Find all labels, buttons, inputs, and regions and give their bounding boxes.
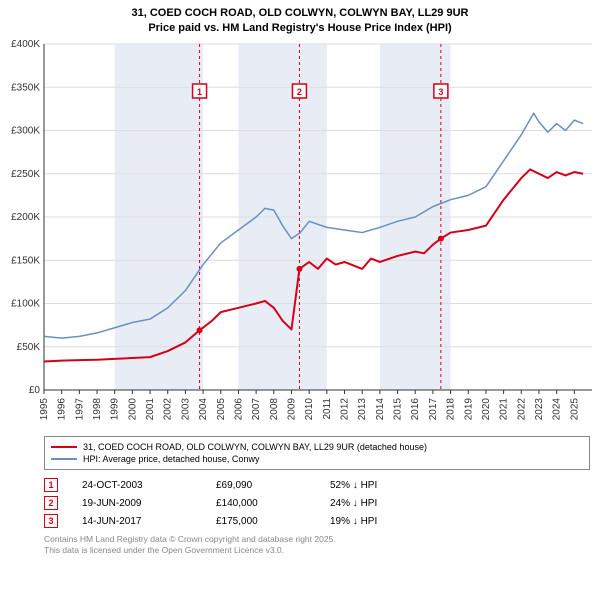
attribution: Contains HM Land Registry data © Crown c… [44, 534, 590, 556]
legend-item: 31, COED COCH ROAD, OLD COLWYN, COLWYN B… [51, 441, 583, 453]
legend-item: HPI: Average price, detached house, Conw… [51, 453, 583, 465]
svg-text:2019: 2019 [463, 398, 474, 421]
sales-table: 1 24-OCT-2003 £69,090 52% ↓ HPI 2 19-JUN-2009… [44, 476, 590, 530]
svg-text:2009: 2009 [286, 398, 297, 421]
svg-text:1999: 1999 [110, 398, 121, 421]
svg-text:2023: 2023 [534, 398, 545, 421]
svg-text:2005: 2005 [216, 398, 227, 421]
svg-text:1996: 1996 [57, 398, 68, 421]
svg-text:2006: 2006 [233, 398, 244, 421]
sale-price: £69,090 [216, 480, 306, 491]
svg-text:2004: 2004 [198, 398, 209, 421]
svg-text:2024: 2024 [552, 398, 563, 421]
chart-container: { "header": { "title": "31, COED COCH RO… [0, 0, 600, 590]
svg-text:1995: 1995 [39, 398, 50, 421]
svg-text:2015: 2015 [393, 398, 404, 421]
legend: 31, COED COCH ROAD, OLD COLWYN, COLWYN B… [44, 436, 590, 470]
svg-text:1: 1 [197, 87, 202, 97]
svg-text:2021: 2021 [499, 398, 510, 421]
sale-row: 2 19-JUN-2009 £140,000 24% ↓ HPI [44, 494, 590, 512]
sale-row: 3 14-JUN-2017 £175,000 19% ↓ HPI [44, 512, 590, 530]
svg-text:2025: 2025 [569, 398, 580, 421]
svg-text:3: 3 [438, 87, 443, 97]
attribution-line: Contains HM Land Registry data © Crown c… [44, 534, 590, 545]
svg-text:1997: 1997 [74, 398, 85, 421]
svg-text:2001: 2001 [145, 398, 156, 421]
attribution-line: This data is licensed under the Open Gov… [44, 545, 590, 556]
svg-text:£100K: £100K [11, 299, 40, 310]
svg-text:2007: 2007 [251, 398, 262, 421]
svg-text:£250K: £250K [11, 169, 40, 180]
svg-text:£350K: £350K [11, 83, 40, 94]
svg-text:2020: 2020 [481, 398, 492, 421]
legend-swatch [51, 446, 77, 448]
svg-text:2014: 2014 [375, 398, 386, 421]
svg-text:2013: 2013 [357, 398, 368, 421]
svg-text:2016: 2016 [410, 398, 421, 421]
svg-text:2002: 2002 [163, 398, 174, 421]
svg-text:2011: 2011 [322, 398, 333, 420]
sale-price: £140,000 [216, 498, 306, 509]
svg-text:2018: 2018 [446, 398, 457, 421]
svg-text:£400K: £400K [11, 40, 40, 50]
svg-text:2012: 2012 [340, 398, 351, 421]
sale-delta: 52% ↓ HPI [330, 480, 420, 491]
svg-text:2: 2 [297, 87, 302, 97]
svg-text:2003: 2003 [180, 398, 191, 421]
chart-subtitle: Price paid vs. HM Land Registry's House … [0, 22, 600, 40]
line-chart-svg: £0 £50K £100K £150K £200K £250K £300K £350K £400… [0, 40, 600, 430]
sale-delta: 24% ↓ HPI [330, 498, 420, 509]
svg-text:2000: 2000 [127, 398, 138, 421]
sale-marker-icon: 3 [44, 514, 58, 528]
svg-text:2022: 2022 [516, 398, 527, 421]
chart-title: 31, COED COCH ROAD, OLD COLWYN, COLWYN B… [0, 0, 600, 22]
sale-date: 19-JUN-2009 [82, 498, 192, 509]
svg-text:2008: 2008 [269, 398, 280, 421]
sale-row: 1 24-OCT-2003 £69,090 52% ↓ HPI [44, 476, 590, 494]
chart-plot-area: £0 £50K £100K £150K £200K £250K £300K £350K £400… [0, 40, 600, 430]
svg-text:2017: 2017 [428, 398, 439, 421]
sale-marker-icon: 2 [44, 496, 58, 510]
sale-delta: 19% ↓ HPI [330, 516, 420, 527]
legend-label: HPI: Average price, detached house, Conw… [83, 454, 259, 464]
sale-date: 24-OCT-2003 [82, 480, 192, 491]
svg-text:2010: 2010 [304, 398, 315, 421]
svg-text:£50K: £50K [17, 342, 41, 353]
svg-text:£150K: £150K [11, 256, 40, 267]
sale-date: 14-JUN-2017 [82, 516, 192, 527]
svg-text:£300K: £300K [11, 126, 40, 137]
svg-text:£200K: £200K [11, 212, 40, 223]
sale-price: £175,000 [216, 516, 306, 527]
legend-label: 31, COED COCH ROAD, OLD COLWYN, COLWYN B… [83, 442, 427, 452]
svg-text:£0: £0 [29, 385, 41, 396]
sale-marker-icon: 1 [44, 478, 58, 492]
svg-text:1998: 1998 [92, 398, 103, 421]
legend-swatch [51, 458, 77, 460]
